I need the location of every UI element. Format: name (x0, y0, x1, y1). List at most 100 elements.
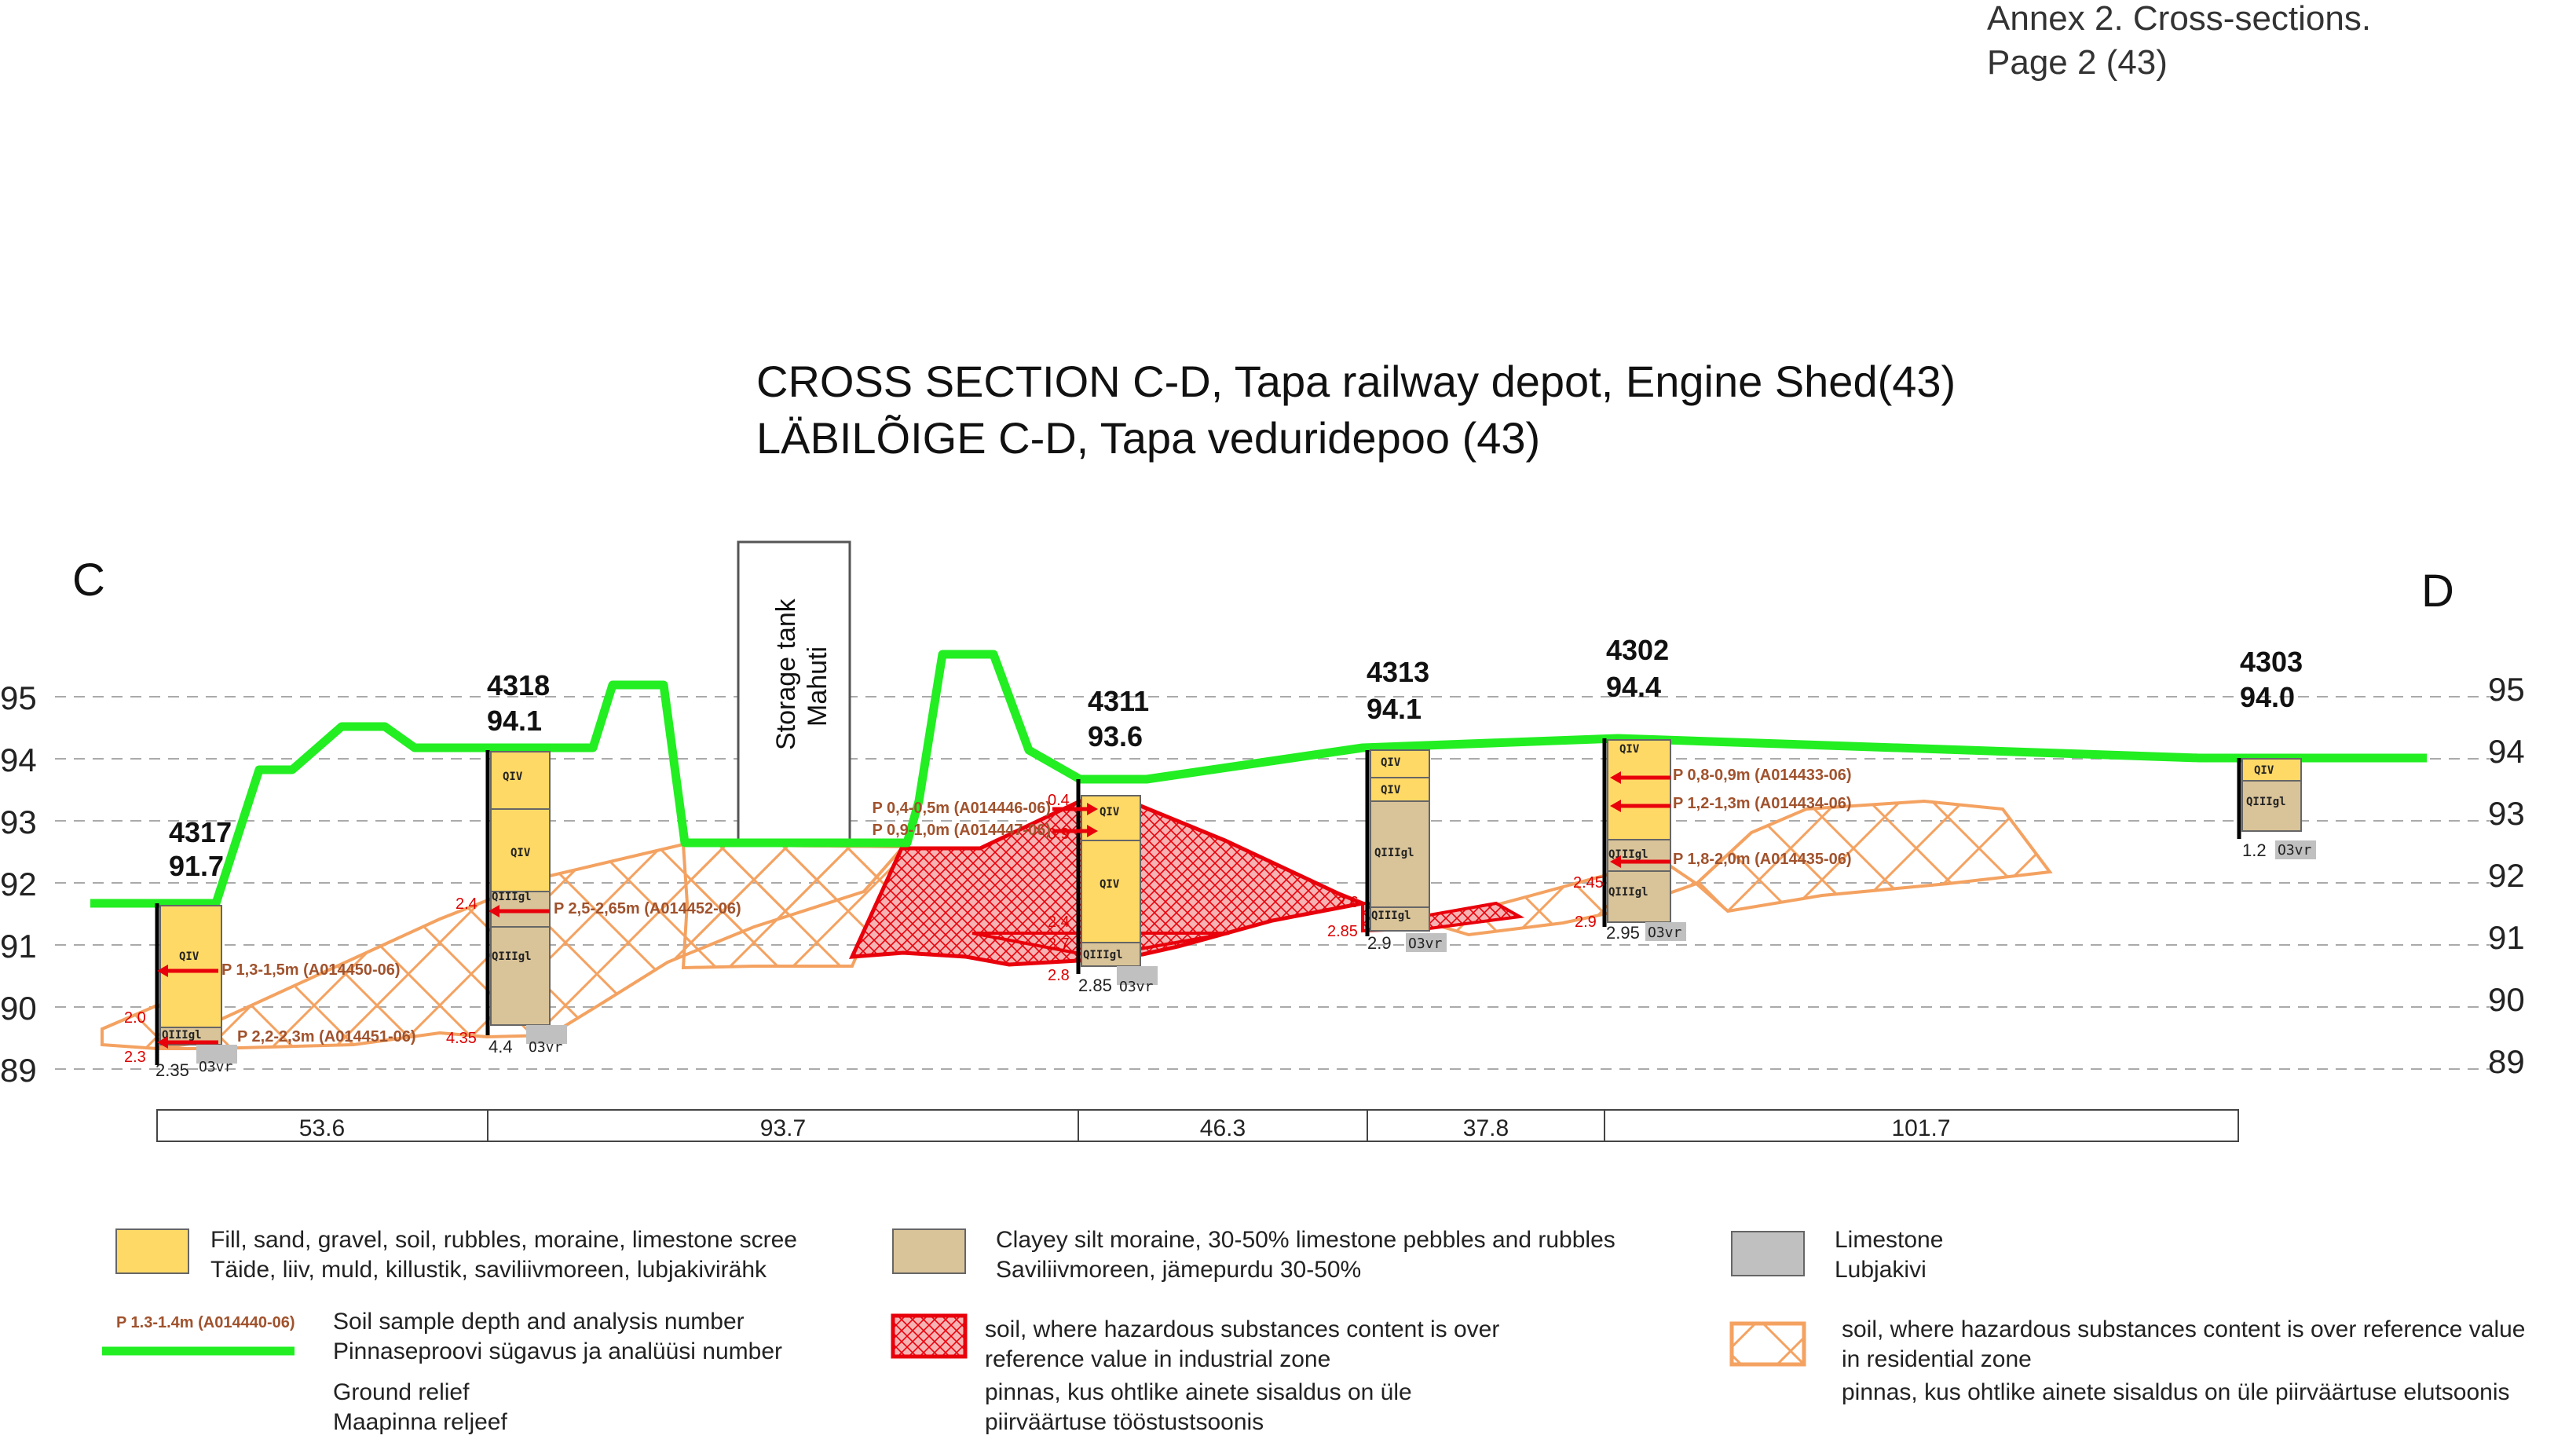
elev-label-left-94: 94 (0, 741, 37, 778)
borehole-4311-mark-2: 0.9 (1048, 826, 1070, 843)
borehole-4311-mark-4: 2.7 (1048, 936, 1070, 953)
borehole-4311-layer-1: QIV (1100, 806, 1120, 818)
borehole-4303-depth: 1.2 (2242, 840, 2267, 860)
borehole-4302-id: 4302 (1606, 634, 1669, 666)
legend-industrial-line3: pinnas, kus ohtlike ainete sisaldus on ü… (985, 1379, 1412, 1405)
borehole-4302-mark-2: 2.9 (1575, 914, 1597, 931)
elev-label-left-91: 91 (0, 928, 37, 965)
elev-label-right-95: 95 (2488, 671, 2525, 708)
borehole-4311-id: 4311 (1088, 685, 1149, 717)
elev-label-left-90: 90 (0, 990, 37, 1027)
elev-label-left-89: 89 (0, 1052, 37, 1089)
borehole-4318-layer-1: QIV (503, 771, 523, 783)
borehole-4303-id: 4303 (2240, 646, 2303, 678)
borehole-4311-elevation: 93.6 (1088, 720, 1143, 752)
legend-clay-swatch (892, 1228, 966, 1274)
borehole-4317-sample-1: P 1,3-1,5m (A014450-06) (221, 961, 401, 979)
borehole-4302-base: O3vr (1648, 925, 1682, 941)
legend-residential-line2: in residential zone (1842, 1346, 2032, 1372)
borehole-4311: 4311 93.6 QIV QIV QIIIgl 2.85 O3vr 0.4 0… (872, 685, 1158, 995)
borehole-4311-depth: 2.85 (1078, 976, 1112, 995)
end-label-d: D (2421, 566, 2454, 617)
borehole-4311-mark-5: 2.8 (1048, 967, 1070, 984)
borehole-4313-layer-2: QIV (1381, 784, 1401, 796)
borehole-4318: 4318 94.1 QIV QIV QIIIgl QIIIgl 4.4 O3vr… (446, 669, 741, 1056)
borehole-4302-layer-2: QIIIgl (1608, 848, 1648, 861)
legend-limestone-swatch (1731, 1231, 1805, 1276)
legend: Fill, sand, gravel, soil, rubbles, morai… (102, 1227, 2525, 1435)
borehole-4302-depth: 2.95 (1606, 923, 1640, 943)
borehole-4317-layer-1: QIV (179, 950, 199, 963)
borehole-4311-mark-1: 0.4 (1048, 792, 1070, 809)
legend-limestone-line1: Limestone (1835, 1227, 1943, 1253)
borehole-4318-mark-1: 2.4 (456, 895, 478, 913)
tank-label-en: Storage tank (771, 598, 801, 750)
borehole-4311-sample-1: P 0,4-0,5m (A014446-06) (872, 800, 1051, 817)
legend-relief-line2: Maapinna reljeef (333, 1409, 507, 1435)
borehole-4302-layer-1: QIV (1619, 743, 1640, 756)
title-en: CROSS SECTION C-D, Tapa railway depot, E… (756, 357, 1956, 406)
borehole-4318-depth: 4.4 (488, 1037, 513, 1056)
borehole-4317-id: 4317 (169, 816, 232, 848)
borehole-4313-layer-3: QIIIgl (1374, 847, 1414, 859)
borehole-4311-layer-2: QIV (1100, 878, 1120, 891)
borehole-4313-layer-4: QIIIgl (1371, 910, 1411, 922)
legend-fill-line2: Täide, liiv, muld, killustik, saviliivmo… (210, 1257, 767, 1283)
distance-segment-5: 101.7 (1891, 1115, 1950, 1141)
borehole-4318-mark-2: 4.35 (446, 1030, 477, 1047)
elev-label-left-92: 92 (0, 866, 37, 903)
borehole-4313-base: O3vr (1408, 936, 1443, 952)
borehole-4302-mark-1: 2.45 (1573, 874, 1604, 892)
legend-industrial-line1: soil, where hazardous substances content… (985, 1316, 1499, 1342)
legend-sample-line1: Soil sample depth and analysis number (333, 1309, 745, 1335)
borehole-4318-base: O3vr (529, 1039, 563, 1056)
borehole-4311-sample-2: P 0,9-1,0m (A014447-06) (872, 822, 1051, 839)
borehole-4318-sample-1: P 2,5-2,65m (A014452-06) (554, 900, 741, 917)
legend-residential-line1: soil, where hazardous substances content… (1842, 1316, 2525, 1342)
elev-label-right-93: 93 (2488, 795, 2525, 832)
legend-limestone-line2: Lubjakivi (1835, 1257, 1927, 1283)
borehole-4313-mark-2: 2.85 (1327, 923, 1358, 940)
legend-industrial-swatch (891, 1313, 968, 1359)
borehole-4311-base: O3vr (1119, 979, 1154, 995)
end-label-c: C (72, 555, 105, 606)
borehole-4302-sample-3: P 1,8-2,0m (A014435-06) (1673, 851, 1852, 868)
borehole-4317-elevation: 91.7 (169, 850, 224, 882)
distance-bar: 53.6 93.7 46.3 37.8 101.7 (156, 1109, 2239, 1142)
distance-segment-3: 46.3 (1200, 1115, 1246, 1141)
legend-industrial-line2: reference value in industrial zone (985, 1346, 1330, 1372)
borehole-4303-elevation: 94.0 (2240, 681, 2295, 713)
borehole-4303-layer-2: QIIIgl (2246, 796, 2286, 808)
borehole-4317: 4317 91.7 QIV QIIIgl 2.35 O3vr 2.0 2.3 P… (124, 816, 416, 1080)
borehole-4313: 4313 94.1 QIV QIV QIIIgl QIIIgl 2.9 O3vr… (1327, 656, 1447, 953)
borehole-4303-base: O3vr (2278, 842, 2312, 859)
legend-clay-line2: Saviliivmoreen, jämepurdu 30-50% (996, 1257, 1361, 1283)
distance-segment-2: 93.7 (760, 1115, 806, 1141)
borehole-4303-layer-1: QIV (2254, 764, 2274, 777)
borehole-4313-id: 4313 (1367, 656, 1429, 688)
borehole-4302: 4302 94.4 QIV QIIIgl QIIIgl 2.95 O3vr 2.… (1573, 634, 1852, 943)
borehole-4317-mark-2: 2.3 (124, 1049, 146, 1066)
elev-label-right-89: 89 (2488, 1043, 2525, 1080)
legend-clay-line1: Clayey silt moraine, 30-50% limestone pe… (996, 1227, 1615, 1253)
borehole-4317-mark-1: 2.0 (124, 1009, 146, 1027)
borehole-4313-elevation: 94.1 (1367, 693, 1422, 725)
annex-title: Annex 2. Cross-sections. (1987, 0, 2371, 38)
legend-residential-line3: pinnas, kus ohtlike ainete sisaldus on ü… (1842, 1379, 2510, 1405)
elev-label-right-91: 91 (2488, 919, 2525, 956)
distance-segment-1: 53.6 (299, 1115, 345, 1141)
distance-segment-4: 37.8 (1463, 1115, 1509, 1141)
ground-relief-line (90, 650, 2427, 908)
borehole-4311-layer-3: QIIIgl (1083, 949, 1123, 961)
borehole-4318-layer-2: QIV (510, 847, 531, 859)
legend-sample-example: P 1.3-1.4m (A014440-06) (116, 1314, 295, 1331)
borehole-4303: 4303 94.0 QIV QIIIgl 1.2 O3vr (2237, 646, 2316, 860)
legend-sample-line2: Pinnaseproovi sügavus ja analüüsi number (333, 1338, 782, 1364)
borehole-4313-depth: 2.9 (1367, 933, 1392, 953)
legend-industrial-line4: piirväärtuse tööstustsoonis (985, 1409, 1264, 1435)
borehole-4313-layer-1: QIV (1381, 756, 1401, 769)
tank-label-et: Mahuti (803, 646, 832, 727)
elev-label-right-94: 94 (2488, 733, 2525, 770)
elev-label-right-92: 92 (2488, 857, 2525, 894)
